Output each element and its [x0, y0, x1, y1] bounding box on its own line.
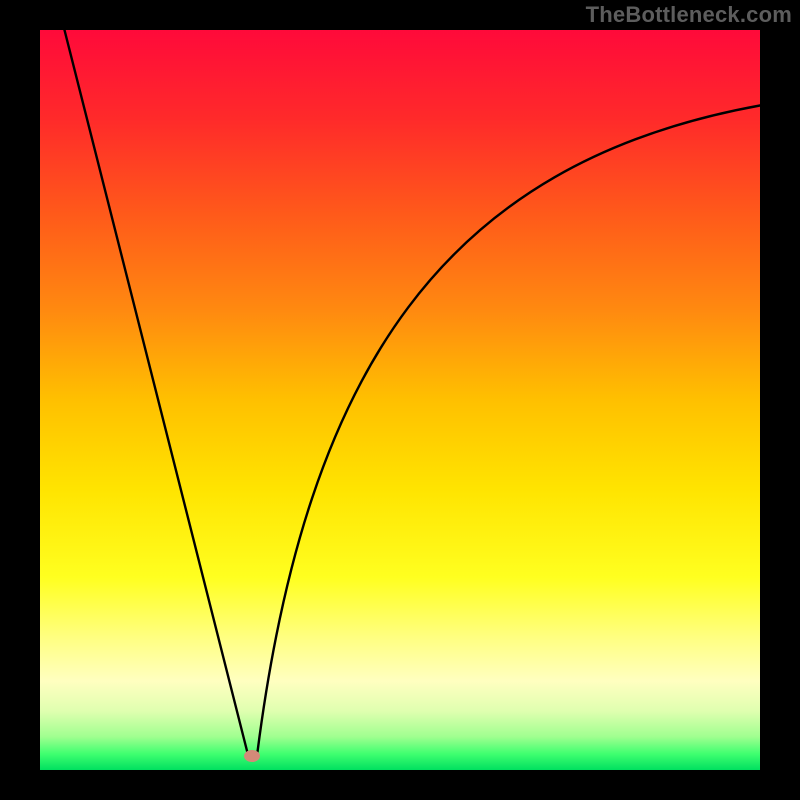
- plot-area: [40, 30, 760, 770]
- optimal-point-marker: [244, 750, 260, 762]
- chart-frame: TheBottleneck.com: [0, 0, 800, 800]
- watermark-text: TheBottleneck.com: [586, 2, 792, 28]
- bottleneck-curve: [40, 30, 760, 770]
